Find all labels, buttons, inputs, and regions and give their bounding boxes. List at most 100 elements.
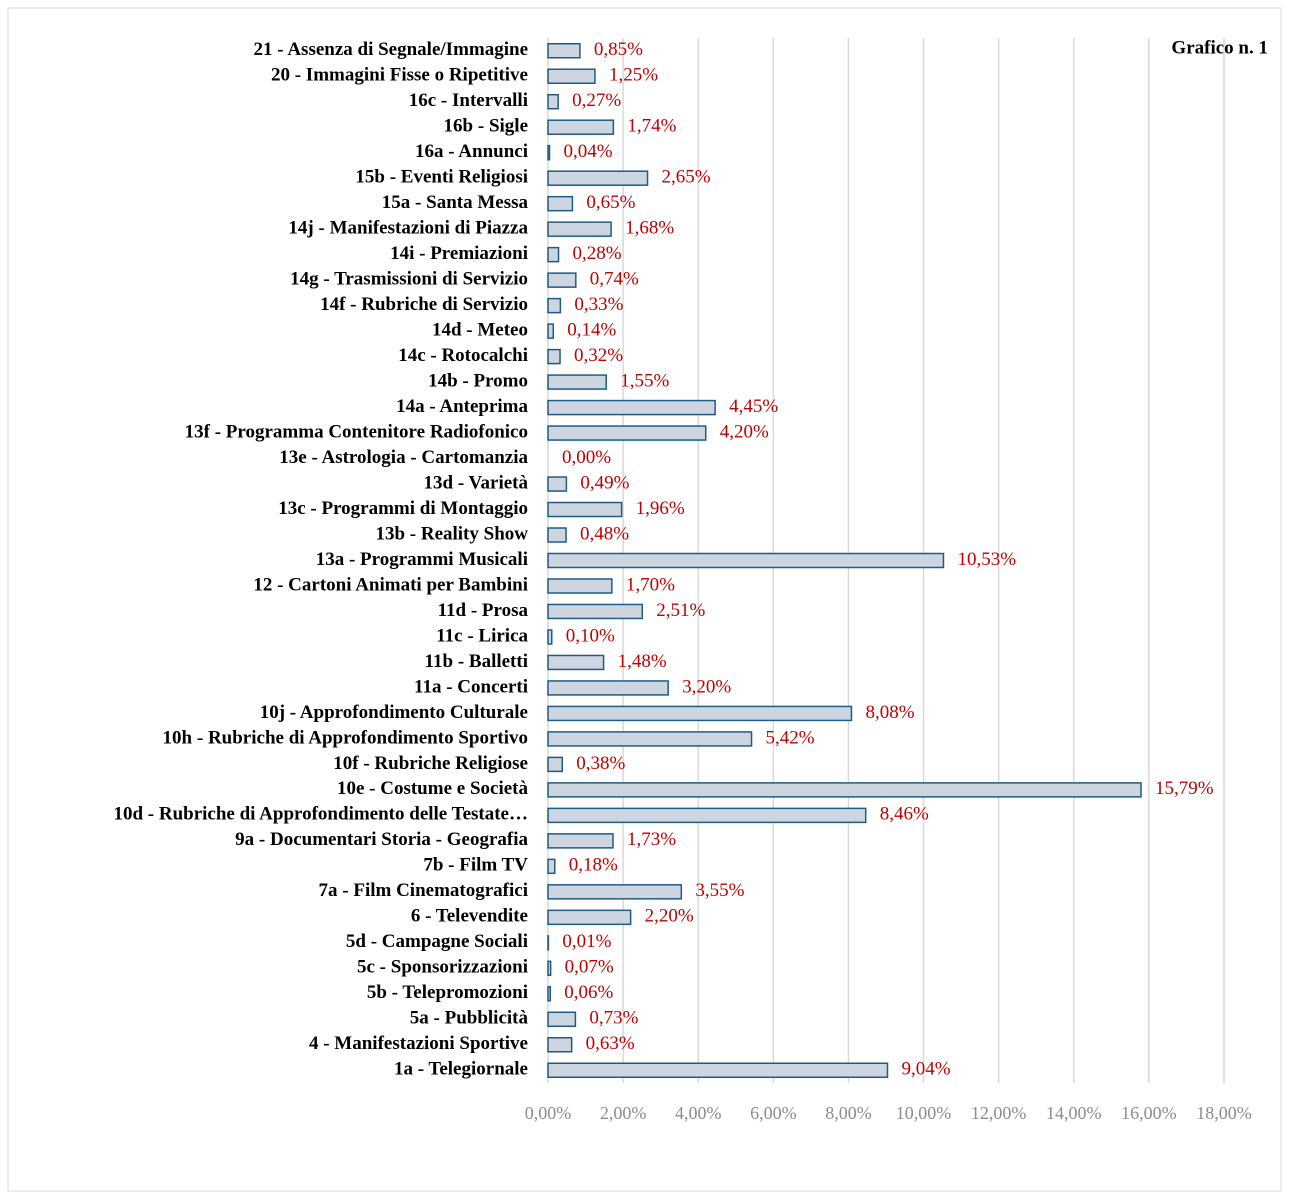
y-tick-label: 13b - Reality Show — [375, 523, 528, 544]
y-tick-label: 9a - Documentari Storia - Geografia — [235, 829, 528, 850]
value-label: 1,70% — [626, 574, 675, 595]
bar — [547, 1062, 889, 1079]
value-label: 0,38% — [576, 753, 625, 774]
value-label: 0,27% — [572, 90, 621, 111]
y-tick-label: 11b - Balletti — [425, 651, 528, 672]
bar — [547, 603, 644, 620]
value-label: 2,51% — [656, 600, 705, 621]
bar — [547, 909, 632, 926]
y-tick-label: 11c - Lirica — [436, 625, 528, 646]
x-tick-label: 4,00% — [675, 1103, 722, 1123]
y-tick-label: 15b - Eventi Religiosi — [355, 167, 528, 188]
bar — [547, 986, 552, 1002]
bar — [547, 654, 605, 671]
y-tick-label: 14g - Trasmissioni di Servizio — [290, 268, 528, 289]
y-tick-label: 14f - Rubriche di Servizio — [320, 294, 528, 315]
y-tick-label: 13c - Programmi di Montaggio — [278, 498, 528, 519]
value-label: 0,65% — [586, 192, 635, 213]
y-tick-label: 15a - Santa Messa — [382, 192, 529, 213]
y-tick-label: 10h - Rubriche di Approfondimento Sporti… — [163, 727, 528, 748]
x-tick-label: 2,00% — [600, 1103, 647, 1123]
y-tick-label: 10d - Rubriche di Approfondimento delle … — [113, 804, 528, 825]
y-tick-label: 14d - Meteo — [432, 319, 528, 340]
value-label: 8,46% — [880, 804, 929, 825]
bar — [547, 1011, 577, 1028]
x-tick-label: 18,00% — [1196, 1103, 1252, 1123]
value-label: 0,33% — [574, 294, 623, 315]
bar — [547, 782, 1142, 798]
value-label: 1,55% — [620, 370, 669, 391]
y-tick-label: 10f - Rubriche Religiose — [333, 753, 528, 774]
value-label: 0,01% — [562, 931, 611, 952]
bar — [547, 297, 562, 314]
value-label: 9,04% — [902, 1059, 951, 1080]
y-tick-label: 14a - Anteprima — [396, 396, 528, 417]
y-tick-label: 6 - Televendite — [411, 906, 528, 927]
y-tick-label: 16a - Annunci — [415, 141, 528, 162]
value-label: 0,07% — [565, 957, 614, 978]
y-tick-label: 14i - Premiazioni — [390, 243, 528, 264]
value-label: 3,55% — [695, 880, 744, 901]
value-label: 0,06% — [564, 982, 613, 1003]
x-tick-label: 12,00% — [971, 1103, 1027, 1123]
bar — [547, 399, 716, 416]
bar — [547, 246, 560, 263]
value-label: 0,32% — [574, 345, 623, 366]
value-label: 1,25% — [609, 65, 658, 86]
value-label: 3,20% — [682, 676, 731, 697]
value-label: 0,28% — [573, 243, 622, 264]
y-tick-label: 21 - Assenza di Segnale/Immagine — [254, 39, 528, 60]
bar — [547, 807, 867, 824]
bar — [547, 323, 555, 339]
y-tick-label: 14j - Manifestazioni di Piazza — [288, 218, 528, 239]
bar — [547, 578, 613, 594]
y-tick-label: 13d - Varietà — [424, 472, 529, 493]
value-label: 1,73% — [627, 829, 676, 850]
value-label: 8,08% — [865, 702, 914, 723]
y-tick-label: 4 - Manifestazioni Sportive — [309, 1033, 528, 1054]
y-tick-label: 5c - Sponsorizzazioni — [357, 957, 528, 978]
bar — [547, 527, 567, 543]
bar — [547, 833, 614, 849]
bar — [547, 858, 556, 875]
value-label: 0,74% — [590, 268, 639, 289]
value-label: 4,20% — [720, 421, 769, 442]
value-label: 1,48% — [618, 651, 667, 672]
y-tick-label: 12 - Cartoni Animati per Bambini — [253, 574, 528, 595]
bar — [547, 1037, 573, 1053]
bar — [547, 93, 559, 110]
y-tick-label: 10e - Costume e Società — [337, 778, 529, 799]
y-tick-label: 11a - Concerti — [414, 676, 528, 697]
bar — [547, 552, 945, 569]
chart-border — [7, 7, 1282, 1192]
x-tick-label: 10,00% — [896, 1103, 952, 1123]
value-label: 1,68% — [625, 218, 674, 239]
bar — [547, 374, 607, 390]
value-label: 4,45% — [729, 396, 778, 417]
bar — [547, 144, 551, 161]
x-tick-label: 0,00% — [525, 1103, 572, 1123]
value-label: 0,00% — [562, 447, 611, 468]
y-tick-label: 20 - Immagini Fisse o Ripetitive — [271, 65, 528, 86]
value-label: 0,73% — [589, 1008, 638, 1029]
bar — [547, 119, 615, 135]
y-tick-label: 13f - Programma Contenitore Radiofonico — [185, 421, 528, 442]
bar — [547, 501, 623, 518]
value-label: 0,14% — [567, 319, 616, 340]
y-tick-label: 5b - Telepromozioni — [367, 982, 528, 1003]
bar — [547, 272, 577, 288]
value-label: 0,49% — [580, 472, 629, 493]
bar — [547, 731, 753, 747]
x-tick-label: 14,00% — [1046, 1103, 1102, 1123]
y-tick-label: 11d - Prosa — [438, 600, 529, 621]
y-tick-label: 13a - Programmi Musicali — [316, 549, 528, 570]
value-label: 1,96% — [636, 498, 685, 519]
value-label: 0,10% — [566, 625, 615, 646]
bar — [547, 195, 574, 212]
value-label: 1,74% — [627, 116, 676, 137]
y-tick-label: 14c - Rotocalchi — [398, 345, 528, 366]
value-label: 0,18% — [569, 855, 618, 876]
bar — [547, 960, 552, 977]
bar — [547, 884, 683, 900]
